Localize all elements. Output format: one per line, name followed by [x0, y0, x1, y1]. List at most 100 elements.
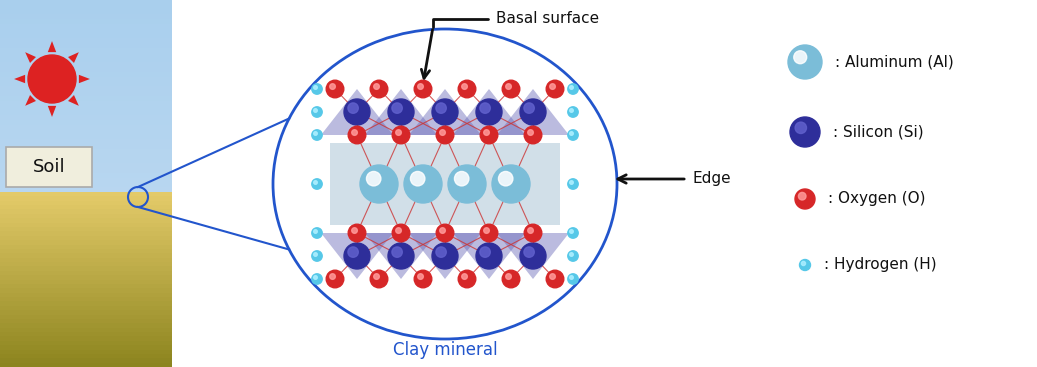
Polygon shape [321, 233, 393, 279]
Polygon shape [497, 233, 569, 279]
Polygon shape [0, 14, 172, 19]
Circle shape [448, 165, 486, 203]
Polygon shape [365, 233, 437, 279]
Circle shape [392, 247, 402, 257]
Polygon shape [0, 280, 172, 284]
Circle shape [568, 107, 579, 117]
Circle shape [440, 228, 445, 233]
Circle shape [454, 171, 469, 186]
Circle shape [802, 261, 806, 266]
Circle shape [330, 84, 335, 89]
Polygon shape [0, 39, 172, 43]
Circle shape [795, 122, 807, 134]
Circle shape [550, 84, 556, 89]
Circle shape [330, 274, 335, 279]
Circle shape [314, 86, 317, 89]
Polygon shape [0, 323, 172, 328]
Polygon shape [0, 62, 172, 67]
Circle shape [411, 171, 425, 186]
Circle shape [360, 165, 398, 203]
Circle shape [502, 80, 520, 98]
Polygon shape [25, 52, 36, 63]
Circle shape [312, 274, 323, 284]
Polygon shape [0, 262, 172, 266]
Polygon shape [453, 233, 525, 279]
Polygon shape [0, 77, 172, 81]
Circle shape [506, 84, 511, 89]
Polygon shape [0, 258, 172, 262]
Circle shape [437, 126, 454, 144]
Circle shape [569, 132, 573, 135]
Polygon shape [79, 75, 90, 83]
Circle shape [352, 130, 358, 135]
Polygon shape [0, 182, 172, 187]
Polygon shape [0, 130, 172, 134]
Circle shape [520, 99, 546, 125]
Circle shape [788, 45, 822, 79]
Polygon shape [0, 288, 172, 292]
Polygon shape [48, 41, 56, 52]
Polygon shape [0, 125, 172, 130]
Polygon shape [0, 187, 172, 192]
Circle shape [461, 274, 468, 279]
Polygon shape [0, 253, 172, 258]
Circle shape [366, 171, 381, 186]
Circle shape [314, 253, 317, 256]
Circle shape [506, 274, 511, 279]
Circle shape [436, 247, 446, 257]
Polygon shape [0, 205, 172, 210]
Polygon shape [0, 363, 172, 367]
Circle shape [314, 181, 317, 184]
Polygon shape [0, 236, 172, 240]
Polygon shape [0, 266, 172, 271]
Text: Basal surface: Basal surface [496, 11, 599, 26]
Circle shape [524, 103, 534, 113]
Circle shape [388, 99, 414, 125]
Polygon shape [0, 144, 172, 149]
Circle shape [414, 270, 431, 288]
Polygon shape [0, 275, 172, 280]
Circle shape [28, 55, 76, 103]
Circle shape [480, 224, 498, 242]
Polygon shape [0, 315, 172, 319]
Circle shape [312, 179, 323, 189]
Polygon shape [0, 48, 172, 53]
Circle shape [392, 224, 410, 242]
Polygon shape [0, 110, 172, 115]
Polygon shape [0, 284, 172, 288]
Polygon shape [0, 201, 172, 205]
Polygon shape [0, 120, 172, 125]
Polygon shape [0, 101, 172, 106]
Polygon shape [497, 89, 569, 135]
Polygon shape [0, 34, 172, 39]
Polygon shape [453, 89, 525, 135]
Polygon shape [0, 5, 172, 10]
Circle shape [312, 84, 323, 94]
Circle shape [568, 84, 579, 94]
Circle shape [396, 228, 401, 233]
Polygon shape [0, 292, 172, 297]
Circle shape [546, 270, 564, 288]
Circle shape [546, 80, 564, 98]
Circle shape [312, 107, 323, 117]
Circle shape [312, 251, 323, 261]
Circle shape [347, 103, 359, 113]
Polygon shape [0, 154, 172, 159]
Polygon shape [0, 168, 172, 173]
Polygon shape [48, 106, 56, 117]
Circle shape [440, 130, 445, 135]
Circle shape [476, 243, 502, 269]
Polygon shape [0, 149, 172, 154]
Circle shape [524, 247, 534, 257]
Circle shape [432, 243, 458, 269]
Circle shape [480, 126, 498, 144]
Circle shape [344, 243, 370, 269]
Circle shape [568, 251, 579, 261]
Polygon shape [0, 53, 172, 58]
Circle shape [499, 171, 513, 186]
Polygon shape [0, 72, 172, 77]
Polygon shape [0, 0, 172, 5]
Polygon shape [0, 24, 172, 29]
Text: : Oxygen (O): : Oxygen (O) [828, 192, 925, 207]
Circle shape [528, 130, 533, 135]
